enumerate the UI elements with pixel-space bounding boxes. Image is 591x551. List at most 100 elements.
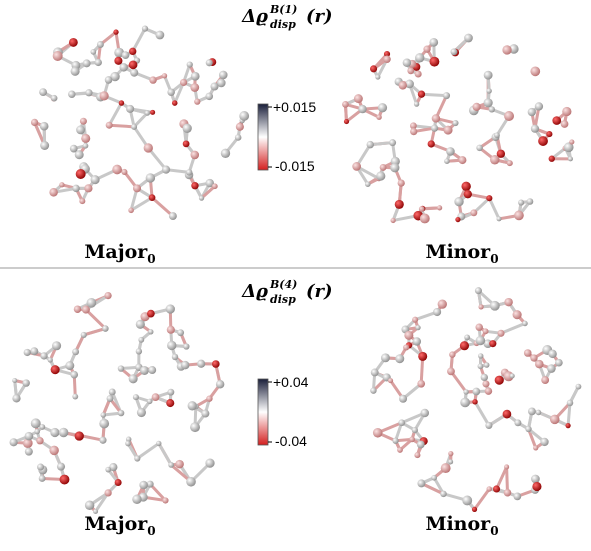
atom <box>12 377 18 384</box>
atom <box>509 373 515 379</box>
atom <box>155 30 165 40</box>
atom <box>90 175 100 185</box>
atom <box>177 329 185 337</box>
bond <box>83 327 106 337</box>
atom <box>128 374 138 384</box>
atom <box>496 216 502 222</box>
atom <box>370 368 379 377</box>
atom <box>540 437 549 447</box>
atom <box>234 134 242 141</box>
atom <box>546 130 553 138</box>
atom <box>446 147 455 156</box>
atom <box>81 305 90 314</box>
atom <box>531 474 540 484</box>
atom <box>411 427 418 434</box>
atom <box>90 49 97 55</box>
atom <box>462 495 473 506</box>
colorbar-max: +0.015 <box>273 99 316 115</box>
bond <box>107 102 123 126</box>
structure-subscript: 0 <box>147 252 155 266</box>
bond <box>173 81 185 104</box>
atom <box>366 140 374 149</box>
atom <box>49 188 58 197</box>
atom <box>395 354 405 364</box>
atom <box>534 102 544 111</box>
atom <box>138 336 145 343</box>
atom <box>30 118 39 127</box>
atom <box>146 480 154 488</box>
atom <box>429 37 439 47</box>
atom <box>175 459 184 469</box>
atom <box>417 90 426 98</box>
atom <box>409 436 415 443</box>
bond <box>472 197 491 214</box>
atom <box>30 347 39 356</box>
atom <box>562 106 572 117</box>
atom <box>514 419 522 427</box>
atom <box>39 88 48 97</box>
atom <box>100 412 107 418</box>
atom <box>210 82 219 91</box>
atom <box>76 125 86 135</box>
atom <box>410 127 418 136</box>
atom <box>183 343 190 350</box>
title-symbol: Δϱ <box>241 281 269 302</box>
atom <box>190 150 200 160</box>
atom <box>99 436 107 444</box>
atom <box>82 142 89 149</box>
atom <box>216 78 226 88</box>
atom <box>492 485 501 493</box>
bond <box>151 196 174 218</box>
atom <box>125 436 132 443</box>
atom <box>549 414 560 425</box>
bond <box>136 442 160 460</box>
atom <box>575 383 582 390</box>
atom <box>420 408 430 418</box>
atom <box>389 139 397 147</box>
atom <box>104 76 113 84</box>
atom <box>398 419 406 427</box>
bond <box>473 401 491 427</box>
atom <box>460 397 470 408</box>
molecule <box>30 25 250 221</box>
atom <box>470 209 478 217</box>
atom <box>12 394 21 403</box>
atom <box>187 401 197 411</box>
atom <box>85 89 93 97</box>
atom <box>525 425 532 433</box>
atom <box>59 182 65 188</box>
atom <box>190 71 200 81</box>
atom <box>394 199 404 209</box>
atom <box>161 73 168 79</box>
atom <box>23 348 31 357</box>
atom <box>402 58 412 68</box>
atom <box>497 329 505 337</box>
atom <box>205 92 214 101</box>
atom <box>484 387 493 395</box>
atom <box>190 422 200 433</box>
atom <box>412 316 419 323</box>
atom <box>132 394 139 401</box>
atom <box>494 132 500 139</box>
atom <box>541 376 550 384</box>
atom <box>161 165 171 174</box>
atom <box>99 418 110 429</box>
atom <box>448 450 454 457</box>
atom <box>52 341 62 351</box>
structure-name: Major <box>84 513 148 535</box>
atom <box>403 344 410 351</box>
colorbar <box>257 378 269 446</box>
atom <box>80 331 87 338</box>
atom <box>375 74 381 80</box>
colorbar-min: -0.015 <box>275 158 315 174</box>
atom <box>447 367 455 376</box>
atom <box>398 81 407 90</box>
atom <box>117 409 125 417</box>
atom <box>431 474 438 481</box>
atom <box>442 92 451 100</box>
atom <box>39 424 46 430</box>
atom <box>464 334 471 341</box>
atom <box>423 45 431 53</box>
atom <box>179 78 188 87</box>
atom <box>68 38 78 47</box>
